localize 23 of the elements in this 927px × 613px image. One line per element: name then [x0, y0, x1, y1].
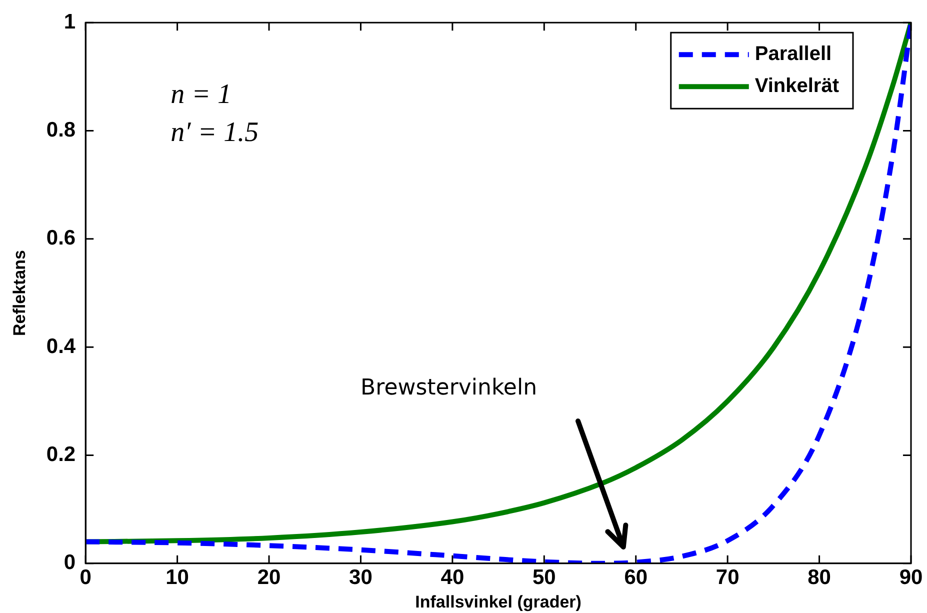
x-tick-label: 10 [166, 566, 189, 589]
x-tick-label: 40 [440, 566, 464, 589]
y-tick-label: 0.6 [46, 226, 76, 250]
y-tick-label: 0.8 [46, 118, 76, 142]
x-tick-label: 70 [716, 566, 740, 589]
annotation: n = 1 [170, 78, 232, 110]
annotation: Brewstervinkeln [360, 375, 538, 400]
x-tick-label: 50 [532, 566, 556, 589]
x-tick-label: 60 [624, 566, 648, 589]
y-tick-label: 1 [64, 10, 76, 34]
x-tick-label: 90 [899, 566, 923, 589]
x-tick-label: 0 [80, 566, 92, 589]
x-tick-label: 80 [808, 566, 831, 589]
legend-label: Parallell [754, 43, 832, 66]
x-axis-title: Infallsvinkel (grader) [415, 592, 582, 612]
x-tick-label: 30 [349, 566, 372, 589]
y-axis-title: Reflektans [10, 250, 29, 336]
legend-label: Vinkelrät [754, 75, 840, 98]
x-tick-label: 20 [257, 566, 281, 589]
y-tick-label: 0 [64, 551, 76, 574]
y-tick-label: 0.4 [46, 334, 76, 358]
annotation: n′ = 1.5 [170, 116, 259, 148]
y-tick-label: 0.2 [46, 443, 76, 466]
